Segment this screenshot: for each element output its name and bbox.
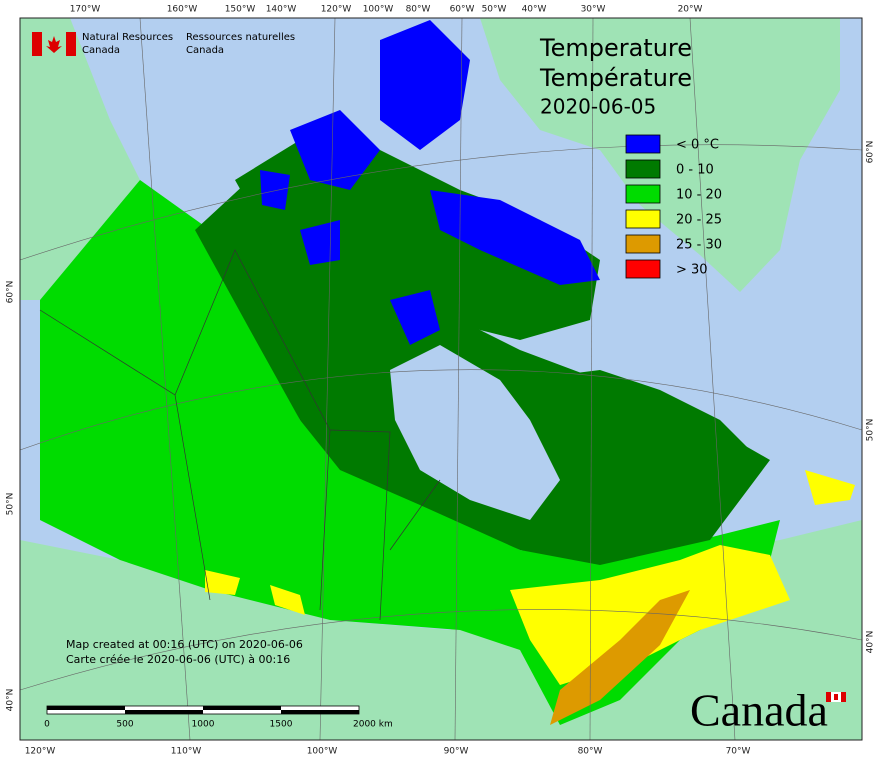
- cold-area: [290, 110, 380, 190]
- scale-label: 500: [116, 720, 133, 730]
- wordmark-flag: [826, 692, 846, 702]
- cold-area: [430, 190, 600, 285]
- lon-label: 80°W: [406, 5, 431, 15]
- lon-label: 80°W: [578, 747, 603, 757]
- scale-label: 1000: [192, 720, 215, 730]
- region-20-25: [805, 470, 855, 505]
- legend-label: 0 - 10: [676, 163, 714, 178]
- legend-swatch: [625, 209, 661, 229]
- legend-label: > 30: [676, 263, 708, 278]
- lon-label: 40°W: [522, 5, 547, 15]
- scale-label: 1500: [270, 720, 293, 730]
- map-border: [19, 17, 863, 741]
- lon-label: 170°W: [70, 5, 101, 15]
- legend-swatch: [625, 159, 661, 179]
- lat-label: 50°N: [866, 419, 876, 442]
- alaska: [20, 18, 140, 300]
- lon-label: 100°W: [363, 5, 394, 15]
- scale-label: 2000 km: [353, 720, 393, 730]
- cold-area: [380, 20, 470, 150]
- lon-label: 90°W: [444, 747, 469, 757]
- lat-label: 60°N: [866, 141, 876, 164]
- quebec: [520, 370, 760, 560]
- graticule: [19, 17, 863, 741]
- hudson-bay: [390, 345, 560, 520]
- legend-swatch: [625, 184, 661, 204]
- scale-label: 0: [44, 720, 50, 730]
- note: Carte créée le 2020-06-06 (UTC) à 00:16: [66, 653, 290, 666]
- lon-label: 50°W: [482, 5, 507, 15]
- region-20-25: [270, 585, 305, 615]
- cold-area: [390, 290, 440, 345]
- greenland: [480, 18, 840, 292]
- wordmark: Canada: [690, 685, 828, 736]
- map-area: [19, 17, 863, 741]
- lon-label: 120°W: [321, 5, 352, 15]
- lon-label: 100°W: [307, 747, 338, 757]
- lon-label: 60°W: [450, 5, 475, 15]
- maple-leaf: [46, 36, 62, 53]
- cold-area: [260, 170, 290, 210]
- dept-en: Canada: [82, 45, 120, 56]
- lat-label: 50°N: [6, 493, 16, 516]
- title: Température: [539, 64, 692, 92]
- lon-label: 150°W: [225, 5, 256, 15]
- lon-label: 110°W: [171, 747, 202, 757]
- lon-label: 160°W: [167, 5, 198, 15]
- dept-fr: Ressources naturelles: [186, 32, 295, 43]
- lon-label: 70°W: [726, 747, 751, 757]
- logo: Natural Resources Canada Ressources natu…: [32, 32, 295, 56]
- flag-bar: [66, 32, 76, 56]
- flag-bar: [32, 32, 42, 56]
- legend-label: 20 - 25: [676, 213, 722, 228]
- scale-bar: [46, 705, 360, 715]
- arctic-islands: [235, 140, 600, 340]
- lon-label: 140°W: [266, 5, 297, 15]
- lat-label: 60°N: [6, 281, 16, 304]
- lat-label: 40°N: [866, 631, 876, 654]
- legend-swatch: [625, 134, 661, 154]
- legend-label: 25 - 30: [676, 238, 722, 253]
- lon-label: 20°W: [678, 5, 703, 15]
- region-25-30: [550, 590, 690, 725]
- legend-swatch: [625, 259, 661, 279]
- date: 2020-06-05: [540, 95, 656, 119]
- dept-fr: Canada: [186, 45, 224, 56]
- lon-label: 120°W: [25, 747, 56, 757]
- lat-label: 40°N: [6, 689, 16, 712]
- legend-swatch: [625, 234, 661, 254]
- region-20-25: [205, 570, 240, 595]
- dept-en: Natural Resources: [82, 32, 173, 43]
- title: Temperature: [539, 34, 692, 62]
- note: Map created at 00:16 (UTC) on 2020-06-06: [66, 638, 303, 651]
- legend-label: 10 - 20: [676, 188, 722, 203]
- legend-label: < 0 °C: [676, 138, 719, 153]
- lon-label: 30°W: [581, 5, 606, 15]
- borders: [39, 249, 441, 621]
